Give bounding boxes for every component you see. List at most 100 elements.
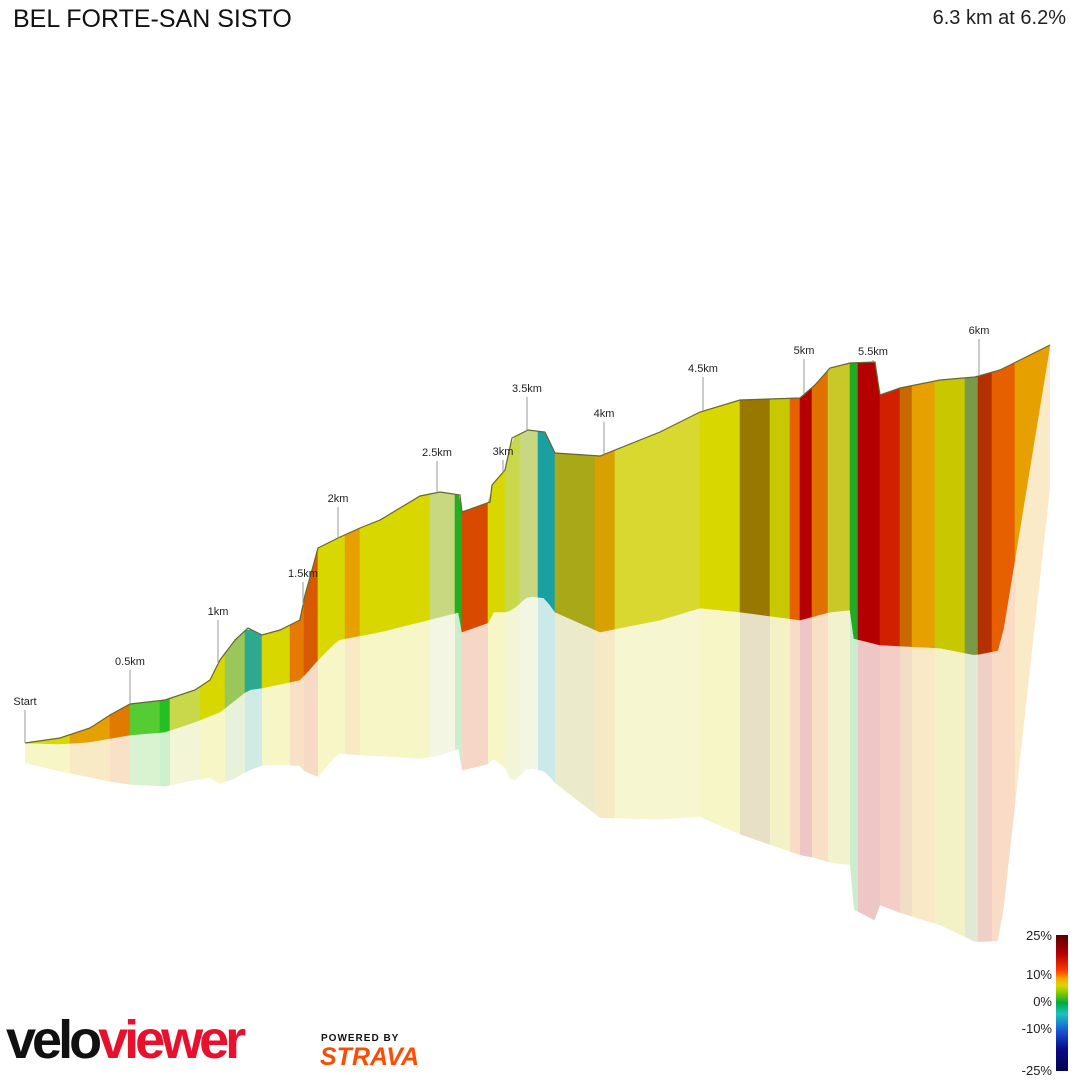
profile-reflection bbox=[25, 345, 1050, 942]
reflection-band bbox=[850, 610, 858, 912]
km-marker-label: 4.5km bbox=[688, 363, 718, 375]
km-marker-label: 2.5km bbox=[422, 447, 452, 459]
strava-logo[interactable]: STRAVA bbox=[320, 1043, 420, 1071]
gradient-band bbox=[769, 398, 791, 620]
reflection-band bbox=[505, 603, 520, 781]
gradient-legend: 25% 10% 0% -10% -25% bbox=[990, 928, 1080, 1078]
gradient-band bbox=[454, 493, 463, 633]
reflection-band bbox=[262, 682, 290, 766]
reflection-band bbox=[318, 638, 345, 777]
reflection-band bbox=[828, 610, 850, 865]
gradient-band bbox=[911, 380, 936, 649]
reflection-band bbox=[290, 675, 304, 771]
reflection-band bbox=[770, 616, 790, 852]
reflection-band bbox=[740, 612, 770, 845]
legend-tick: 25% bbox=[1025, 928, 1052, 943]
reflection-band bbox=[110, 735, 130, 785]
reflection-band bbox=[170, 720, 200, 786]
km-marker-label: 5.5km bbox=[858, 346, 888, 358]
reflection-band bbox=[615, 608, 700, 820]
segment-summary: 6.3 km at 6.2% bbox=[932, 7, 1066, 29]
gradient-band bbox=[857, 361, 881, 646]
gradient-band bbox=[344, 527, 361, 640]
legend-tick: 0% bbox=[1033, 994, 1052, 1009]
reflection-band bbox=[965, 653, 978, 942]
reflection-band bbox=[130, 732, 160, 787]
gradient-band bbox=[159, 697, 171, 733]
reflection-band bbox=[245, 688, 262, 773]
reflection-band bbox=[225, 692, 245, 783]
logo-velo: velo bbox=[6, 1010, 102, 1070]
reflection-band bbox=[462, 622, 488, 771]
reflection-band bbox=[538, 597, 555, 784]
gradient-band bbox=[789, 397, 801, 621]
gradient-band bbox=[899, 385, 913, 647]
legend-tick: -10% bbox=[1021, 1021, 1052, 1036]
km-marker-label: 5km bbox=[794, 345, 815, 357]
gradient-band bbox=[849, 362, 859, 640]
gradient-band bbox=[934, 377, 966, 654]
gradient-band bbox=[359, 493, 431, 637]
km-marker-label: 0.5km bbox=[115, 656, 145, 668]
km-marker-label: 4km bbox=[594, 408, 615, 420]
segment-title: BEL FORTE-SAN SISTO bbox=[13, 5, 292, 33]
veloviewer-logo[interactable]: veloviewer bbox=[6, 1010, 246, 1070]
reflection-band bbox=[700, 608, 740, 835]
reflection-band bbox=[200, 708, 225, 784]
reflection-band bbox=[430, 613, 455, 758]
reflection-band bbox=[70, 738, 110, 782]
gradient-band bbox=[699, 399, 741, 613]
reflection-band bbox=[790, 618, 800, 856]
km-marker-label: 1.5km bbox=[288, 568, 318, 580]
km-marker-label: 1km bbox=[208, 606, 229, 618]
reflection-band bbox=[345, 635, 360, 756]
reflection-band bbox=[912, 646, 935, 924]
gradient-band bbox=[799, 386, 813, 621]
gradient-band bbox=[811, 369, 829, 618]
reflection-band bbox=[304, 660, 318, 777]
legend-tick: 10% bbox=[1025, 967, 1052, 982]
reflection-band bbox=[555, 612, 595, 814]
reflection-band bbox=[935, 647, 965, 938]
reflection-band bbox=[595, 629, 615, 819]
reflection-band bbox=[978, 651, 992, 942]
reflection-band bbox=[488, 612, 505, 768]
gradient-band bbox=[977, 371, 993, 655]
reflection-band bbox=[812, 612, 828, 863]
gradient-band bbox=[129, 700, 161, 736]
reflection-band bbox=[900, 646, 912, 917]
gradient-band bbox=[739, 398, 771, 617]
reflection-band bbox=[992, 558, 1015, 942]
reflection-band bbox=[880, 645, 900, 913]
km-marker-label: Start bbox=[13, 696, 36, 708]
gradient-band bbox=[879, 387, 901, 647]
reflection-band bbox=[360, 619, 430, 759]
reflection-band bbox=[1015, 345, 1050, 806]
reflection-band bbox=[160, 730, 170, 787]
gradient-band bbox=[594, 449, 616, 633]
km-marker-label: 3km bbox=[493, 446, 514, 458]
gradient-band bbox=[244, 629, 263, 693]
reflection-band bbox=[520, 596, 538, 776]
km-marker-label: 6km bbox=[969, 325, 990, 337]
gradient-band bbox=[199, 652, 226, 721]
gradient-colorbar bbox=[1056, 935, 1068, 1071]
gradient-band bbox=[537, 430, 556, 613]
logo-viewer: viewer bbox=[98, 1010, 246, 1070]
gradient-band bbox=[964, 375, 979, 656]
powered-by-label: POWERED BY bbox=[321, 1033, 400, 1044]
gradient-band bbox=[519, 430, 539, 604]
reflection-band bbox=[25, 743, 70, 774]
km-marker-label: 2km bbox=[328, 493, 349, 505]
profile-wall bbox=[24, 344, 1051, 745]
reflection-band bbox=[800, 616, 812, 858]
km-marker-label: 3.5km bbox=[512, 383, 542, 395]
gradient-band bbox=[461, 502, 489, 633]
reflection-band bbox=[858, 639, 880, 921]
gradient-band bbox=[429, 491, 456, 620]
gradient-band bbox=[554, 452, 596, 631]
gradient-band bbox=[827, 362, 851, 613]
reflection-band bbox=[455, 612, 462, 771]
legend-tick: -25% bbox=[1021, 1063, 1052, 1078]
